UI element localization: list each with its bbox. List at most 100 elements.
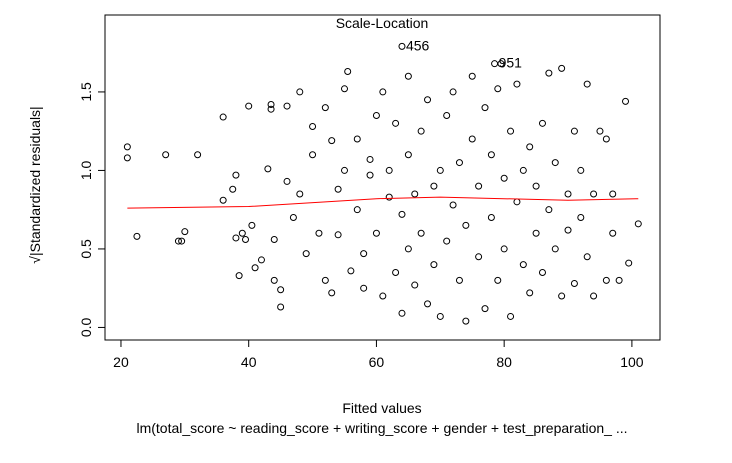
point (545, 69, 553, 77)
point (583, 80, 591, 88)
point (181, 228, 189, 236)
point (507, 127, 515, 135)
point (558, 292, 566, 300)
point (360, 250, 368, 258)
point (417, 229, 425, 237)
point (462, 221, 470, 229)
point (513, 80, 521, 88)
point (538, 268, 546, 276)
point (475, 253, 483, 261)
point (398, 309, 406, 317)
point (372, 111, 380, 119)
point (289, 214, 297, 222)
plot-box (104, 14, 661, 341)
point (267, 100, 275, 108)
point (417, 127, 425, 135)
point (385, 166, 393, 174)
x-tick-label: 100 (620, 354, 644, 370)
point (475, 182, 483, 190)
point (235, 272, 243, 280)
smooth-line (127, 196, 639, 209)
point (302, 250, 310, 258)
point (602, 135, 610, 143)
point (296, 190, 304, 198)
point (430, 182, 438, 190)
point (328, 289, 336, 297)
point (513, 198, 521, 206)
chart-title: Scale-Location (336, 15, 429, 31)
point (526, 143, 534, 151)
point (436, 166, 444, 174)
point (178, 237, 186, 245)
point (487, 214, 495, 222)
point (398, 42, 406, 50)
point (372, 229, 380, 237)
point (219, 113, 227, 121)
point (609, 190, 617, 198)
y-tick-label: 0.5 (78, 239, 94, 259)
point (577, 166, 585, 174)
point (468, 135, 476, 143)
point (340, 166, 348, 174)
point (430, 261, 438, 269)
point (321, 276, 329, 284)
point (379, 88, 387, 96)
point (481, 305, 489, 313)
point (270, 276, 278, 284)
point (577, 214, 585, 222)
point (404, 151, 412, 159)
point (449, 201, 457, 209)
point (500, 174, 508, 182)
point (366, 155, 374, 163)
point (602, 276, 610, 284)
point (174, 237, 182, 245)
point (487, 151, 495, 159)
point (264, 165, 272, 173)
point (123, 154, 131, 162)
y-tick-label: 1.0 (78, 160, 94, 180)
point (392, 268, 400, 276)
x-tick-label: 60 (369, 354, 385, 370)
point (283, 177, 291, 185)
y-axis-label: √|Standardized residuals| (27, 106, 43, 263)
point (296, 88, 304, 96)
point (353, 135, 361, 143)
point (545, 206, 553, 214)
y-tick-label: 1.5 (78, 82, 94, 102)
x-tick-label: 20 (113, 354, 129, 370)
point (315, 229, 323, 237)
point (532, 182, 540, 190)
point (251, 264, 259, 272)
subtitle: lm(total_score ~ reading_score + writing… (136, 420, 627, 436)
point (500, 245, 508, 253)
point (519, 261, 527, 269)
point (248, 221, 256, 229)
point (283, 102, 291, 110)
point (570, 279, 578, 287)
point (366, 171, 374, 179)
point (462, 317, 470, 325)
point (615, 276, 623, 284)
point (436, 312, 444, 320)
point (277, 303, 285, 311)
point (551, 159, 559, 167)
point-label: 456 (406, 37, 430, 53)
point (609, 229, 617, 237)
point (590, 190, 598, 198)
point (596, 127, 604, 135)
point-label: 951 (499, 55, 523, 71)
point (353, 206, 361, 214)
point (570, 127, 578, 135)
x-axis-label: Fitted values (342, 400, 421, 416)
point (526, 289, 534, 297)
point (519, 166, 527, 174)
point (481, 104, 489, 112)
point (564, 190, 572, 198)
point (443, 111, 451, 119)
point (491, 60, 499, 68)
point (347, 267, 355, 275)
point (398, 210, 406, 218)
point (634, 220, 642, 228)
point (133, 232, 141, 240)
x-tick-label: 80 (496, 354, 512, 370)
